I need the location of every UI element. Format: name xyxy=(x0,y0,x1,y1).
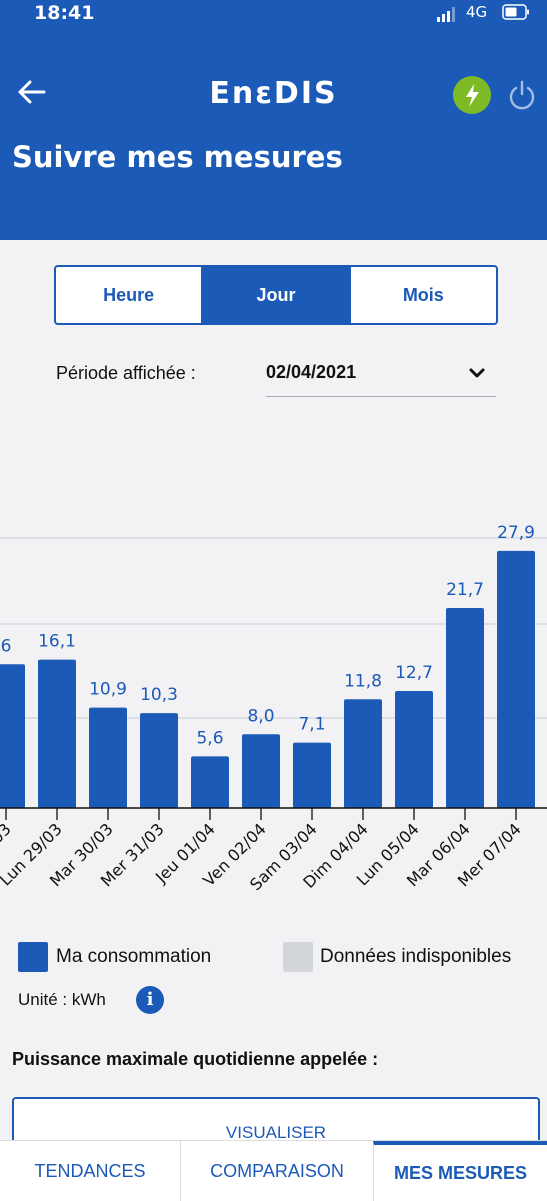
page-title: Suivre mes mesures xyxy=(12,140,343,174)
signal-icon xyxy=(437,7,455,22)
chart-bar xyxy=(0,664,25,808)
chart-bar xyxy=(344,699,382,808)
legend-consumption-label: Ma consommation xyxy=(56,946,212,967)
enedis-logo: EnεDIS xyxy=(209,76,338,111)
chart-x-tick-label: Jeu xyxy=(544,819,547,851)
chart-bar xyxy=(140,713,178,808)
period-value: 02/04/2021 xyxy=(266,362,357,382)
period-select[interactable]: 02/04/2021 xyxy=(266,354,496,397)
segment-heure[interactable]: Heure xyxy=(103,284,155,305)
tab-tendances[interactable]: TENDANCES xyxy=(34,1160,146,1181)
tab-mes-mesures[interactable]: MES MESURES xyxy=(373,1141,547,1201)
chart-bar xyxy=(191,756,229,808)
chart-value-label: 6 xyxy=(1,636,12,656)
chart-bar xyxy=(293,742,331,808)
status-time: 18:41 xyxy=(34,2,95,24)
chart-value-label: 11,8 xyxy=(344,671,382,691)
period-label: Période affichée : xyxy=(56,363,196,383)
chart-bar xyxy=(38,659,76,808)
bottom-tab-bar: TENDANCES COMPARAISON MES MESURES xyxy=(0,1140,547,1201)
segment-mois[interactable]: Mois xyxy=(348,267,496,323)
chart-bar xyxy=(395,690,433,808)
chart-value-label: 27,9 xyxy=(497,523,535,543)
chart-value-label: 16,1 xyxy=(38,632,76,652)
legend-unavailable-swatch xyxy=(283,942,313,972)
chart-bar xyxy=(497,550,535,808)
chart-value-label: 8,0 xyxy=(247,706,274,726)
chart-value-label: 10,3 xyxy=(140,685,178,705)
chart-value-label: 21,7 xyxy=(446,580,484,600)
chart-value-label: 10,9 xyxy=(89,680,127,700)
network-type: 4G xyxy=(466,3,488,21)
lightning-icon[interactable] xyxy=(453,76,491,114)
info-icon[interactable]: i xyxy=(136,986,164,1014)
max-power-title: Puissance maximale quotidienne appelée : xyxy=(12,1049,379,1069)
app-header: 18:41 4G EnεDIS Suivre mes mesures xyxy=(0,0,547,240)
chart-value-label: 5,6 xyxy=(196,728,223,748)
chevron-down-icon xyxy=(469,368,485,378)
period-granularity-toggle: Heure Jour Mois xyxy=(54,265,498,325)
battery-icon xyxy=(502,4,529,20)
tab-comparaison[interactable]: COMPARAISON xyxy=(180,1141,373,1201)
power-icon[interactable] xyxy=(506,79,538,111)
segment-jour[interactable]: Jour xyxy=(201,267,349,323)
chart-value-label: 7,1 xyxy=(298,715,325,735)
back-arrow-icon[interactable] xyxy=(16,78,48,106)
chart-bar xyxy=(89,707,127,808)
unit-label: Unité : kWh xyxy=(18,990,106,1009)
status-bar: 18:41 4G xyxy=(0,0,547,28)
legend-unavailable-label: Données indisponibles xyxy=(320,946,512,967)
chart-value-label: 12,7 xyxy=(395,663,433,683)
chart-bar xyxy=(446,608,484,808)
legend-consumption-swatch xyxy=(18,942,48,972)
chart-bar xyxy=(242,734,280,808)
